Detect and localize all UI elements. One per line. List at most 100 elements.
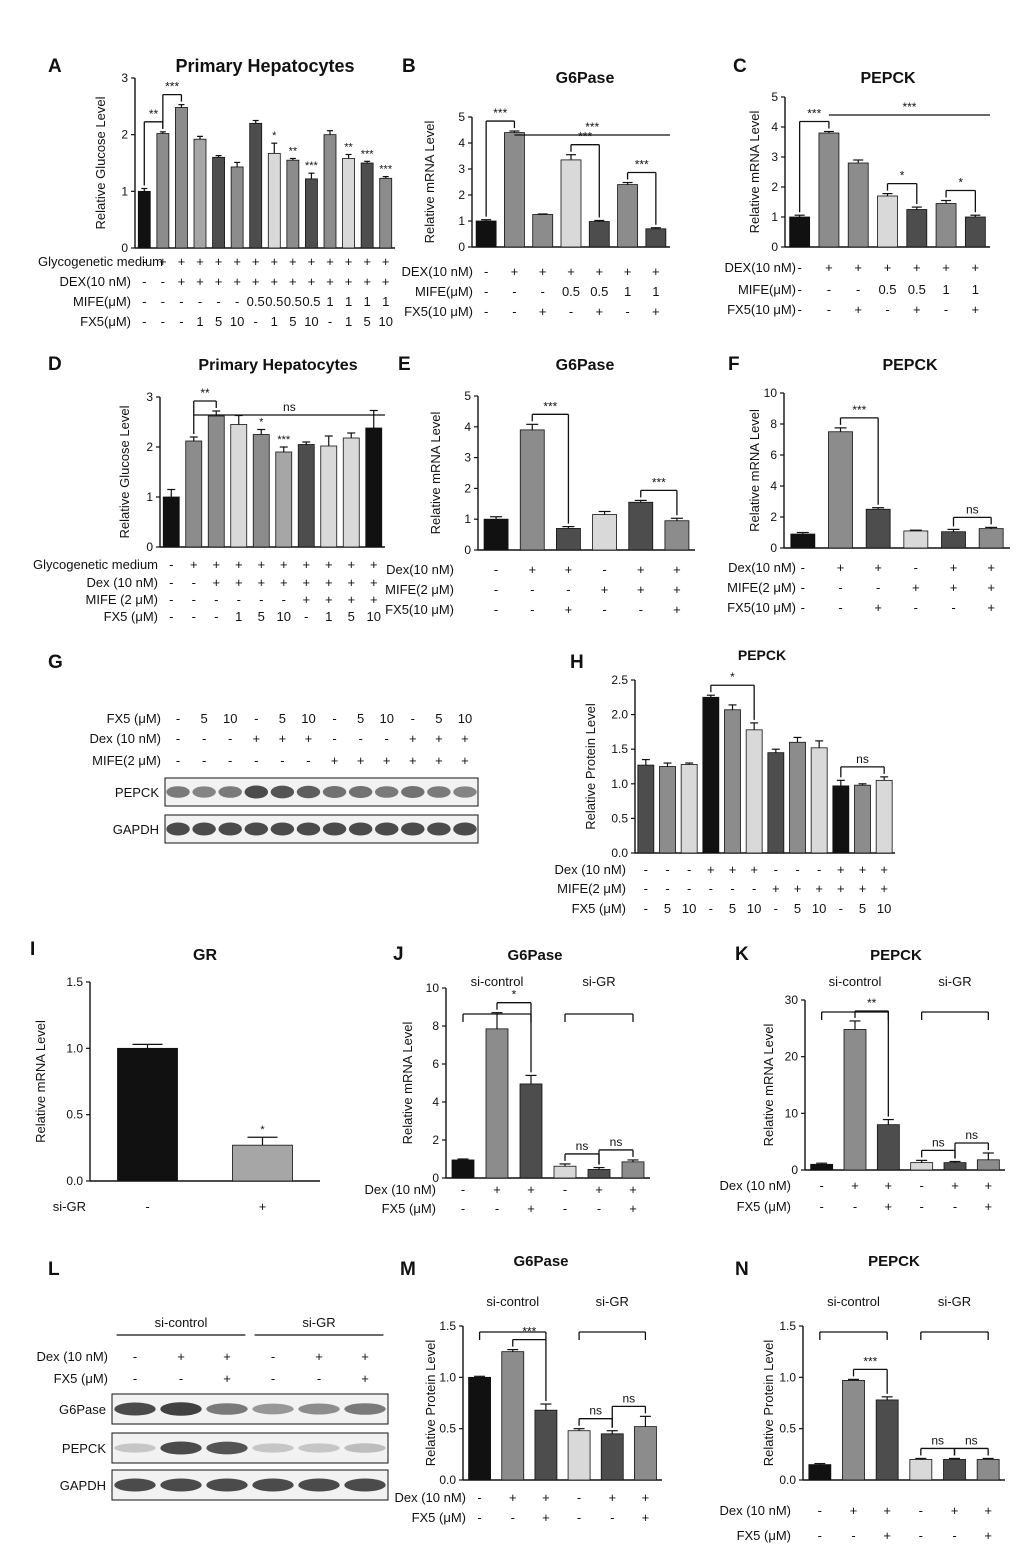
blot-band-label: G6Pase bbox=[59, 1402, 106, 1417]
condition-value: + bbox=[595, 304, 603, 319]
condition-value: - bbox=[512, 304, 516, 319]
condition-row-label: FX5 (μM) bbox=[54, 1371, 108, 1386]
bar bbox=[483, 518, 509, 551]
y-tick-label: 2 bbox=[121, 128, 128, 142]
condition-value: - bbox=[461, 1182, 465, 1197]
group-label: si-GR bbox=[938, 1294, 971, 1309]
y-tick-label: 1.5 bbox=[779, 1319, 796, 1333]
condition-value: - bbox=[577, 1490, 581, 1505]
blot-band bbox=[453, 822, 477, 836]
blot-band bbox=[252, 1403, 294, 1415]
condition-value: - bbox=[142, 314, 146, 329]
bar bbox=[297, 444, 315, 548]
condition-value: + bbox=[511, 264, 519, 279]
group-label: si-GR bbox=[582, 974, 615, 989]
condition-value: + bbox=[913, 302, 921, 317]
y-tick-label: 1.0 bbox=[611, 777, 628, 791]
condition-value: - bbox=[856, 282, 860, 297]
condition-row-label: si-GR bbox=[53, 1199, 86, 1214]
condition-value: 5 bbox=[435, 711, 442, 726]
condition-value: + bbox=[874, 600, 882, 615]
condition-value: - bbox=[202, 731, 206, 746]
condition-value: + bbox=[223, 1371, 231, 1386]
condition-value: + bbox=[233, 274, 241, 289]
condition-value: - bbox=[228, 731, 232, 746]
bar bbox=[193, 138, 207, 249]
bar bbox=[935, 203, 957, 248]
significance-label: *** bbox=[863, 1354, 877, 1368]
bar bbox=[906, 209, 928, 248]
condition-value: - bbox=[494, 582, 498, 597]
panel-letter-J: J bbox=[393, 944, 404, 965]
condition-value: + bbox=[652, 304, 660, 319]
condition-value: - bbox=[563, 1182, 567, 1197]
bar bbox=[342, 158, 355, 249]
y-tick-label: 8 bbox=[432, 1019, 439, 1033]
y-tick-label: 1 bbox=[771, 210, 778, 224]
condition-value: - bbox=[752, 881, 756, 896]
blot-band bbox=[114, 1478, 156, 1492]
y-tick-label: 2 bbox=[770, 510, 777, 524]
panel-letter-N: N bbox=[735, 1259, 749, 1280]
condition-value: - bbox=[827, 282, 831, 297]
condition-value: - bbox=[838, 600, 842, 615]
blot-band bbox=[427, 786, 451, 798]
y-tick-label: 0 bbox=[770, 541, 777, 555]
condition-value: + bbox=[252, 731, 260, 746]
y-tick-label: 30 bbox=[785, 993, 799, 1007]
condition-value: 5 bbox=[279, 711, 286, 726]
condition-value: + bbox=[642, 1490, 650, 1505]
condition-row-label: FX5(10 μM) bbox=[727, 600, 796, 615]
condition-value: + bbox=[331, 753, 339, 768]
condition-value: + bbox=[794, 881, 802, 896]
blot-band bbox=[160, 1478, 202, 1492]
significance-label: *** bbox=[305, 160, 319, 172]
condition-value: + bbox=[883, 1503, 891, 1518]
group-label: si-control bbox=[829, 974, 882, 989]
y-tick-label: 0.5 bbox=[611, 811, 628, 825]
significance-label: *** bbox=[493, 106, 507, 120]
y-tick-label: 2 bbox=[146, 440, 153, 454]
blot-band bbox=[344, 1478, 386, 1492]
significance-label: *** bbox=[652, 475, 666, 489]
condition-value: - bbox=[179, 294, 183, 309]
condition-value: + bbox=[190, 557, 198, 572]
y-axis-label: Relative mRNA Level bbox=[33, 1020, 48, 1143]
condition-value: - bbox=[192, 592, 196, 607]
condition-value: + bbox=[383, 753, 391, 768]
condition-value: 10 bbox=[230, 314, 244, 329]
condition-value: - bbox=[876, 580, 880, 595]
bar bbox=[588, 221, 610, 248]
condition-value: + bbox=[289, 274, 297, 289]
condition-value: 5 bbox=[215, 314, 222, 329]
condition-value: - bbox=[304, 609, 308, 624]
condition-value: + bbox=[196, 254, 204, 269]
blot-band bbox=[160, 1402, 202, 1416]
condition-value: + bbox=[567, 264, 575, 279]
blot-band bbox=[322, 786, 347, 798]
y-tick-label: 0.5 bbox=[66, 1108, 83, 1122]
blot-band bbox=[244, 822, 269, 836]
condition-value: - bbox=[192, 609, 196, 624]
condition-value: + bbox=[624, 264, 632, 279]
bar bbox=[451, 1159, 475, 1179]
condition-value: + bbox=[851, 1178, 859, 1193]
y-tick-label: 1.0 bbox=[779, 1370, 796, 1384]
condition-value: - bbox=[839, 901, 843, 916]
y-axis-label: Relative Protein Level bbox=[761, 1340, 776, 1467]
bar bbox=[789, 216, 811, 248]
condition-row-label: DEX(10 nM) bbox=[401, 264, 473, 279]
condition-value: + bbox=[884, 260, 892, 275]
panel-letter-E: E bbox=[398, 354, 411, 375]
blot-band bbox=[344, 1443, 386, 1453]
condition-value: + bbox=[302, 592, 310, 607]
panel-letter-G: G bbox=[48, 652, 63, 673]
condition-value: - bbox=[644, 901, 648, 916]
bar bbox=[865, 508, 891, 549]
bar bbox=[637, 764, 655, 854]
condition-value: + bbox=[542, 1490, 550, 1505]
condition-value: - bbox=[280, 753, 284, 768]
condition-value: - bbox=[161, 274, 165, 289]
condition-value: - bbox=[530, 582, 534, 597]
condition-row-label: MIFE(2 μM) bbox=[385, 582, 454, 597]
